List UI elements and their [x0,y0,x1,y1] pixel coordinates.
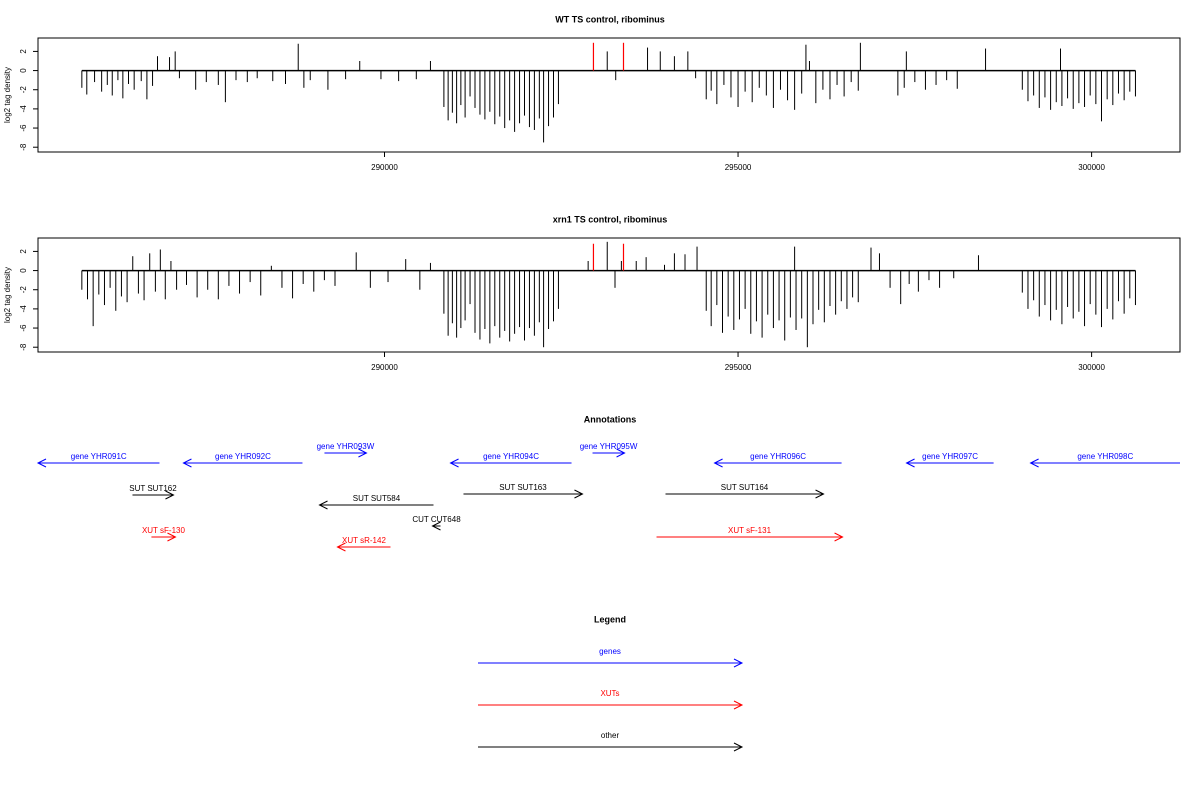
feature-arrow [36,458,160,468]
panel-title: xrn1 TS control, ribominus [553,214,668,224]
y-tick-label: -6 [19,124,28,132]
feature-label: XUT sF-130 [142,526,186,535]
feature-arrow [324,448,368,458]
feature-label: XUT sF-131 [728,526,772,535]
feature-label: gene YHR095W [580,442,638,451]
y-tick-label: 0 [19,68,28,73]
feature-label: gene YHR092C [215,452,271,461]
feature-arrow [1029,458,1180,468]
legend-label: other [601,731,620,740]
plot-frame [37,37,1181,153]
x-tick-label: 295000 [725,363,752,372]
feature-label: gene YHR091C [71,452,127,461]
x-tick-label: 290000 [371,163,398,172]
legend-arrow [478,658,744,668]
y-tick-label: -6 [19,324,28,332]
feature-arrow [449,458,572,468]
y-tick-label: 0 [19,268,28,273]
y-tick-label: 2 [19,49,28,54]
x-tick-label: 295000 [725,163,752,172]
feature-arrow [182,458,303,468]
annotations-title: Annotations [584,414,637,424]
y-tick-label: -8 [19,143,28,151]
legend-label: genes [599,647,621,656]
legend-arrow [478,742,744,752]
feature-label: gene YHR097C [922,452,978,461]
y-tick-label: 2 [19,249,28,254]
feature-label: SUT SUT163 [499,483,547,492]
x-tick-label: 300000 [1078,163,1105,172]
y-tick-label: -2 [19,86,28,94]
plot-frame [37,237,1181,353]
feature-arrow [431,521,441,531]
feature-label: gene YHR096C [750,452,806,461]
y-axis-label: log2 tag density [3,67,12,123]
legend-arrow [478,700,744,710]
feature-label: SUT SUT584 [353,494,401,503]
feature-arrow [318,500,434,510]
feature-label: CUT CUT648 [412,515,461,524]
feature-label: XUT sR-142 [342,536,386,545]
panel-title: WT TS control, ribominus [555,14,665,24]
feature-arrow [336,542,391,552]
feature-arrow [463,489,584,499]
feature-arrow [151,532,177,542]
feature-arrow [132,490,175,500]
y-tick-label: -2 [19,286,28,294]
x-tick-label: 300000 [1078,363,1105,372]
feature-label: SUT SUT164 [721,483,769,492]
feature-label: gene YHR098C [1077,452,1133,461]
y-tick-label: -4 [19,105,28,113]
y-axis-label: log2 tag density [3,267,12,323]
feature-arrow [713,458,842,468]
x-tick-label: 290000 [371,363,398,372]
feature-arrow [592,448,626,458]
legend-title: Legend [594,614,626,624]
y-tick-label: -4 [19,305,28,313]
feature-label: gene YHR093W [317,442,375,451]
feature-label: gene YHR094C [483,452,539,461]
legend-label: XUTs [600,689,619,698]
feature-label: SUT SUT162 [129,484,177,493]
y-tick-label: -8 [19,343,28,351]
feature-arrow [656,532,844,542]
feature-arrow [905,458,994,468]
feature-arrow [665,489,825,499]
